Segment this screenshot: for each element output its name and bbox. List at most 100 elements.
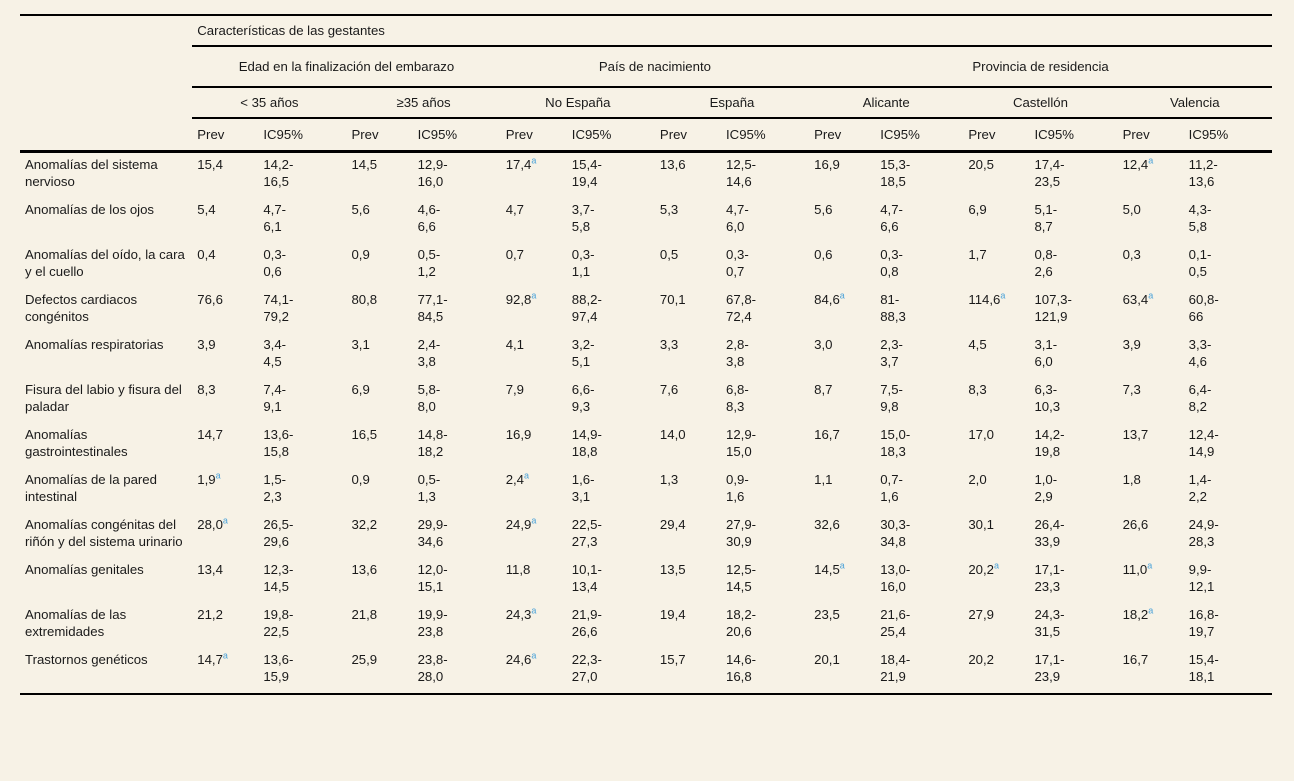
ic95-cell: 0,3- 1,1 bbox=[571, 247, 595, 279]
prev-cell: 0,5 bbox=[659, 247, 679, 262]
row-label: Anomalías del sistema nervioso bbox=[25, 157, 158, 189]
prev-cell: 16,7 bbox=[814, 427, 840, 442]
footnote-marker: a bbox=[1147, 560, 1153, 571]
ic95-cell: 17,1- 23,9 bbox=[1029, 648, 1118, 695]
prev-cell: 2,0 bbox=[968, 472, 987, 487]
ic95-cell: 19,9- 23,8 bbox=[417, 607, 448, 639]
prev-cell: 1,1 bbox=[814, 472, 833, 487]
footnote-marker: a bbox=[531, 605, 537, 616]
ic95-cell: 12,0- 15,1 bbox=[417, 562, 448, 594]
prev-cell: 14,5 bbox=[351, 157, 378, 172]
ic95-cell: 1,0- 2,9 bbox=[1034, 472, 1058, 504]
prev-header: Prev bbox=[1117, 118, 1184, 153]
prev-cell: 6,9 bbox=[968, 202, 987, 217]
prev-cell: 13,6 bbox=[351, 562, 378, 577]
ic95-cell: 4,7- 6,6 bbox=[880, 202, 903, 234]
ic95-cell: 4,6- 6,6 bbox=[417, 202, 441, 234]
ic95-cell: 13,6- 15,9 bbox=[258, 648, 347, 695]
row-label: Anomalías congénitas del riñón y del sis… bbox=[25, 517, 183, 549]
ic95-cell: 18,4- 21,9 bbox=[875, 648, 964, 695]
table-row: Trastornos genéticos 14,7a 13,6- 15,9 25,9 23… bbox=[20, 648, 1272, 695]
table-row: Anomalías de las extremidades 21,2 19,8- 22… bbox=[20, 603, 1272, 648]
ic95-cell: 22,3- 27,0 bbox=[566, 648, 655, 695]
subgroup-valencia: Valencia bbox=[1117, 87, 1272, 119]
ic95-cell: 0,9- 1,6 bbox=[726, 472, 749, 504]
ic95-cell: 11,2- 13,6 bbox=[1188, 157, 1218, 189]
row-label: Anomalías de los ojos bbox=[25, 202, 155, 217]
ic95-cell: 15,0- 18,3 bbox=[880, 427, 911, 459]
footnote-marker: a bbox=[839, 290, 845, 301]
prev-cell: 24,6a bbox=[500, 648, 567, 695]
prev-cell: 6,9 bbox=[351, 382, 370, 397]
prev-header: Prev bbox=[192, 118, 259, 153]
subgroup-alicante: Alicante bbox=[809, 87, 964, 119]
table-row: Fisura del labio y fisura del paladar 8,3… bbox=[20, 378, 1272, 423]
ic95-cell: 24,3- 31,5 bbox=[1034, 607, 1065, 639]
prev-cell: 80,8 bbox=[351, 292, 378, 307]
row-label: Anomalías de las extremidades bbox=[25, 607, 127, 639]
ic95-cell: 0,3- 0,6 bbox=[263, 247, 287, 279]
row-label: Anomalías respiratorias bbox=[25, 337, 164, 352]
prev-cell: 32,2 bbox=[351, 517, 378, 532]
prev-cell: 92,8a bbox=[505, 290, 537, 307]
ic95-cell: 21,9- 26,6 bbox=[571, 607, 602, 639]
prev-header: Prev bbox=[809, 118, 876, 153]
prev-cell: 11,8 bbox=[505, 562, 531, 577]
prev-cell: 8,3 bbox=[197, 382, 216, 397]
prev-header: Prev bbox=[346, 118, 413, 153]
table-row: Anomalías gastrointestinales 14,7 13,6- 15,… bbox=[20, 423, 1272, 468]
footnote-marker: a bbox=[1148, 155, 1154, 166]
ic95-cell: 19,8- 22,5 bbox=[263, 607, 294, 639]
prev-cell: 16,9 bbox=[505, 427, 532, 442]
prev-header: Prev bbox=[963, 118, 1030, 153]
row-label: Anomalías de la pared intestinal bbox=[25, 472, 157, 504]
footnote-marker: a bbox=[1148, 605, 1154, 616]
ic95-cell: 6,3- 10,3 bbox=[1034, 382, 1061, 414]
ic95-cell: 5,8- 8,0 bbox=[417, 382, 441, 414]
footnote-marker: a bbox=[531, 515, 537, 526]
column-group-row: Edad en la finalización del embarazo Paí… bbox=[20, 46, 1272, 88]
prev-cell: 5,3 bbox=[659, 202, 679, 217]
footnote-marker: a bbox=[531, 155, 537, 166]
blank-corner bbox=[20, 118, 193, 153]
prev-cell: 24,9a bbox=[505, 515, 537, 532]
table-row: Anomalías genitales 13,4 12,3- 14,5 13,6 12,0… bbox=[20, 558, 1272, 603]
group-header-edad: Edad en la finalización del embarazo bbox=[192, 46, 501, 88]
prev-cell: 3,9 bbox=[197, 337, 216, 352]
ic95-cell: 22,5- 27,3 bbox=[571, 517, 602, 549]
ic95-cell: 14,9- 18,8 bbox=[571, 427, 602, 459]
ic95-cell: 77,1- 84,5 bbox=[417, 292, 448, 324]
prev-cell: 5,0 bbox=[1122, 202, 1141, 217]
prev-cell: 20,2 bbox=[963, 648, 1030, 695]
ic95-cell: 12,4- 14,9 bbox=[1188, 427, 1219, 459]
prev-cell: 63,4a bbox=[1122, 290, 1154, 307]
prev-cell: 4,1 bbox=[505, 337, 525, 352]
prev-cell: 7,9 bbox=[505, 382, 525, 397]
prev-cell: 0,3 bbox=[1122, 247, 1141, 262]
footnote-marker: a bbox=[215, 470, 221, 481]
prev-cell: 20,2a bbox=[968, 560, 1000, 577]
ic95-header: IC95% bbox=[1183, 118, 1272, 153]
ic95-cell: 18,2- 20,6 bbox=[726, 607, 757, 639]
ic95-cell: 4,7- 6,1 bbox=[263, 202, 287, 234]
prev-cell: 76,6 bbox=[197, 292, 223, 307]
ic95-header: IC95% bbox=[258, 118, 347, 153]
ic95-cell: 12,5- 14,5 bbox=[726, 562, 757, 594]
prev-cell: 13,7 bbox=[1122, 427, 1149, 442]
prev-cell: 24,3a bbox=[505, 605, 537, 622]
group-header-provincia: Provincia de residencia bbox=[809, 46, 1272, 88]
prev-cell: 28,0a bbox=[197, 515, 228, 532]
row-label: Anomalías genitales bbox=[25, 562, 144, 577]
footnote-marker: a bbox=[524, 470, 530, 481]
ic95-cell: 14,8- 18,2 bbox=[417, 427, 448, 459]
prev-cell: 0,4 bbox=[197, 247, 216, 262]
ic95-cell: 12,3- 14,5 bbox=[263, 562, 294, 594]
ic95-cell: 13,6- 15,8 bbox=[263, 427, 294, 459]
prev-cell: 0,9 bbox=[351, 247, 370, 262]
footnote-marker: a bbox=[222, 650, 228, 661]
table-title-row: Características de las gestantes bbox=[20, 14, 1272, 47]
ic95-cell: 67,8- 72,4 bbox=[726, 292, 757, 324]
ic95-cell: 107,3- 121,9 bbox=[1034, 292, 1072, 324]
row-label: Trastornos genéticos bbox=[20, 648, 193, 695]
group-header-pais: País de nacimiento bbox=[500, 46, 810, 88]
